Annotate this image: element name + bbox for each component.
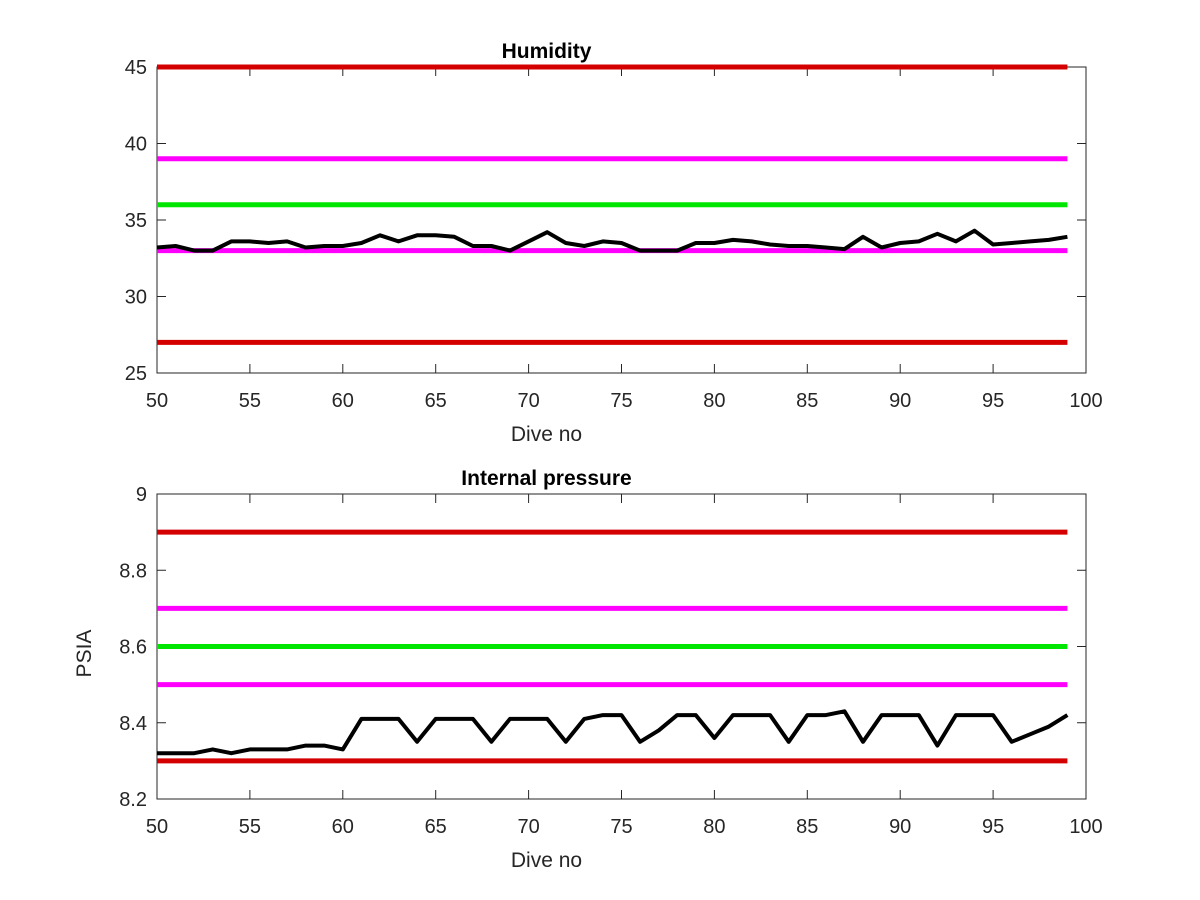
x-axis-label: Dive no: [511, 849, 582, 872]
y-tick-label: 8.8: [119, 560, 147, 582]
axes-box: [156, 66, 1087, 374]
x-tick-label: 60: [332, 390, 354, 412]
y-axis-label: PSIA: [73, 630, 96, 678]
x-tick-label: 50: [146, 816, 168, 838]
x-tick-label: 70: [517, 816, 539, 838]
humidity-chart: 50 55 60 65 70 75 80 85 90 95 100 25 30 35 40 45 Humidit…: [125, 40, 1103, 446]
x-tick-label: 55: [239, 816, 261, 838]
x-tick-label: 90: [889, 816, 911, 838]
x-tick-label: 65: [425, 816, 447, 838]
y-tick-label: 45: [125, 57, 147, 79]
x-tick-label: 50: [146, 390, 168, 412]
x-tick-label: 65: [425, 390, 447, 412]
x-tick-label: 85: [796, 816, 818, 838]
y-tick-label: 8.6: [119, 637, 147, 659]
x-tick-label: 80: [703, 816, 725, 838]
series-line: [156, 228, 1068, 253]
y-tick-label: 35: [125, 210, 147, 232]
x-axis-label: Dive no: [511, 423, 582, 446]
x-tick-label: 100: [1069, 816, 1102, 838]
x-tick-label: 75: [610, 816, 632, 838]
series-line: [157, 709, 1069, 756]
x-tick-label: 55: [239, 390, 261, 412]
x-tick-label: 75: [610, 390, 632, 412]
x-tick-label: 95: [982, 816, 1004, 838]
x-tick-label: 60: [332, 816, 354, 838]
x-tick-label: 80: [703, 390, 725, 412]
y-tick-label: 8.4: [119, 713, 147, 735]
x-tick-label: 100: [1069, 390, 1102, 412]
y-tick-label: 9: [136, 484, 147, 506]
chart-title: Internal pressure: [461, 467, 631, 490]
y-tick-label: 30: [125, 287, 147, 309]
y-tick-label: 25: [125, 363, 147, 385]
x-tick-label: 95: [982, 390, 1004, 412]
y-tick-label: 40: [125, 134, 147, 156]
chart-title: Humidity: [502, 40, 592, 63]
x-tick-label: 90: [889, 390, 911, 412]
x-tick-label: 70: [517, 390, 539, 412]
internal-pressure-chart: 50 55 60 65 70 75 80 85 90 95 100 8.2 8.4 8.6 8.8 9 Inte…: [73, 467, 1103, 872]
x-tick-label: 85: [796, 390, 818, 412]
y-tick-label: 8.2: [119, 789, 147, 811]
